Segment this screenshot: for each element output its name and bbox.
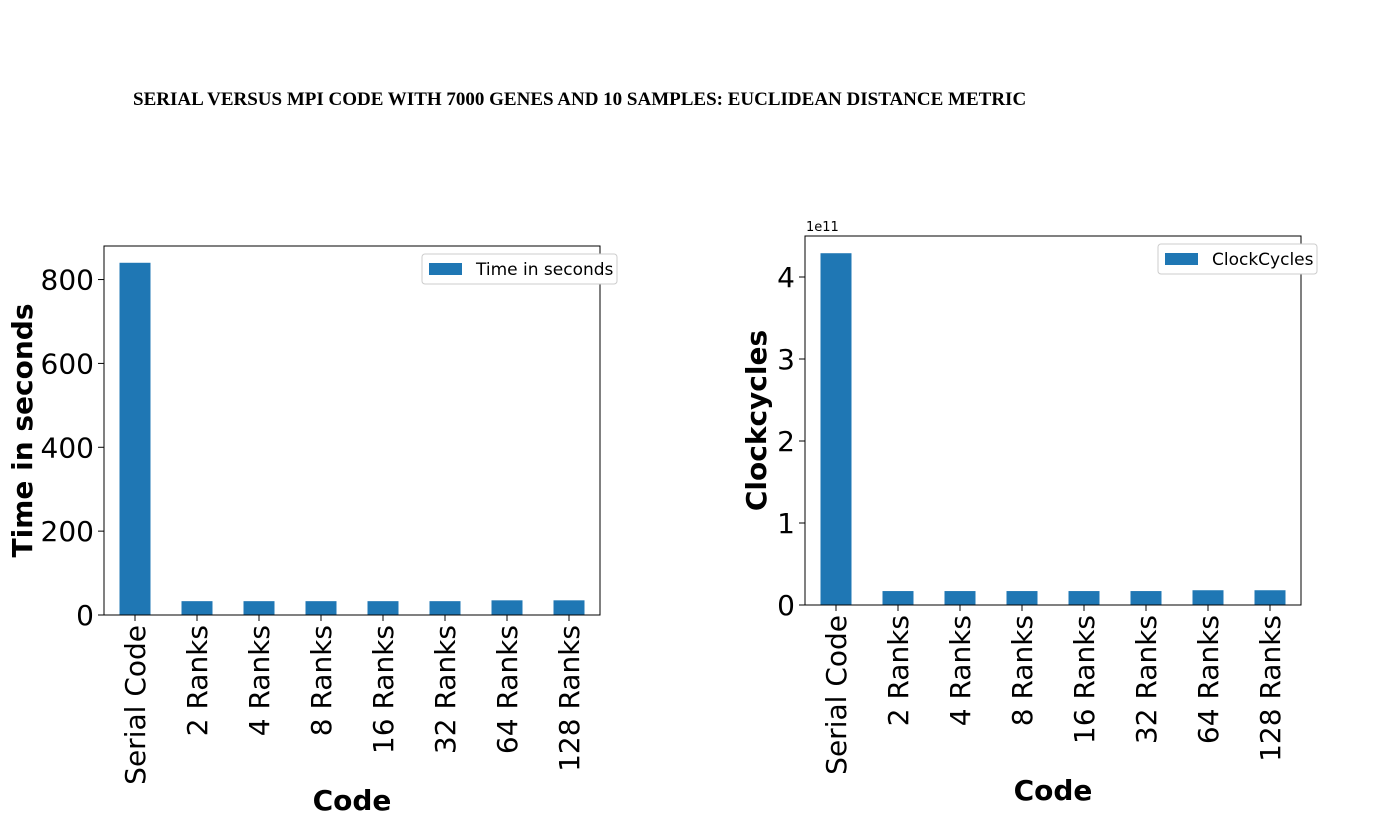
y-tick-label: 600 bbox=[41, 347, 94, 380]
bar-32-ranks bbox=[1130, 591, 1162, 605]
bar-serial-code bbox=[820, 253, 852, 605]
legend: Time in seconds bbox=[421, 253, 618, 285]
y-tick-label: 0 bbox=[777, 589, 795, 622]
legend-swatch bbox=[1165, 253, 1198, 265]
x-axis-label: Code bbox=[1014, 774, 1093, 807]
plot-frame bbox=[804, 235, 1302, 606]
bar-2-ranks bbox=[882, 591, 914, 605]
legend-swatch bbox=[429, 263, 462, 275]
x-axis-label: Code bbox=[313, 784, 392, 817]
legend: ClockCycles bbox=[1157, 243, 1318, 275]
x-tick-label: 4 Ranks bbox=[243, 625, 276, 736]
x-tick-label: 16 Ranks bbox=[1068, 615, 1101, 744]
x-tick-label: 16 Ranks bbox=[367, 625, 400, 754]
bar-16-ranks bbox=[1068, 591, 1100, 605]
bar-2-ranks bbox=[181, 601, 213, 615]
y-tick-label: 800 bbox=[41, 264, 94, 297]
y-tick-label: 4 bbox=[777, 261, 795, 294]
y-axis-label: Time in seconds bbox=[6, 303, 39, 557]
x-tick-label: 64 Ranks bbox=[491, 625, 524, 754]
x-tick-label: 128 Ranks bbox=[553, 625, 586, 772]
x-tick-label: 8 Ranks bbox=[1006, 615, 1039, 726]
bar-16-ranks bbox=[367, 601, 399, 615]
x-tick-label: 2 Ranks bbox=[181, 625, 214, 736]
y-tick-label: 0 bbox=[76, 599, 94, 632]
x-tick-label: 64 Ranks bbox=[1192, 615, 1225, 744]
x-tick-label: 2 Ranks bbox=[882, 615, 915, 726]
x-tick-label: Serial Code bbox=[820, 615, 853, 775]
y-axis-offset-label: 1e11 bbox=[806, 220, 839, 235]
bar-serial-code bbox=[119, 262, 151, 615]
page-title: SERIAL VERSUS MPI CODE WITH 7000 GENES A… bbox=[133, 89, 1027, 110]
x-tick-label: 128 Ranks bbox=[1254, 615, 1287, 762]
y-axis-label: Clockcycles bbox=[740, 330, 773, 511]
y-tick-label: 2 bbox=[777, 425, 795, 458]
y-tick-label: 200 bbox=[41, 515, 94, 548]
plot-frame bbox=[103, 245, 601, 616]
bar-4-ranks bbox=[944, 591, 976, 605]
x-tick-label: 4 Ranks bbox=[944, 615, 977, 726]
legend-box bbox=[1157, 243, 1318, 275]
bar-8-ranks bbox=[305, 601, 337, 615]
bar-32-ranks bbox=[429, 601, 461, 615]
x-tick-label: 8 Ranks bbox=[305, 625, 338, 736]
x-tick-label: 32 Ranks bbox=[1130, 615, 1163, 744]
legend-label: ClockCycles bbox=[1212, 250, 1314, 270]
legend-label: Time in seconds bbox=[475, 260, 614, 280]
bar-64-ranks bbox=[1192, 590, 1224, 605]
bar-128-ranks bbox=[1254, 590, 1286, 605]
y-tick-label: 3 bbox=[777, 343, 795, 376]
y-tick-label: 1 bbox=[777, 507, 795, 540]
bar-64-ranks bbox=[491, 600, 523, 615]
time-chart: 0 200 400 600 800 Serial Code 2 Ranks 4 Ranks 8 … bbox=[6, 245, 618, 817]
bar-8-ranks bbox=[1006, 591, 1038, 605]
x-tick-label: Serial Code bbox=[119, 625, 152, 785]
x-tick-label: 32 Ranks bbox=[429, 625, 462, 754]
legend-box bbox=[421, 253, 618, 285]
bar-128-ranks bbox=[553, 600, 585, 615]
y-tick-label: 400 bbox=[41, 431, 94, 464]
bar-4-ranks bbox=[243, 601, 275, 615]
